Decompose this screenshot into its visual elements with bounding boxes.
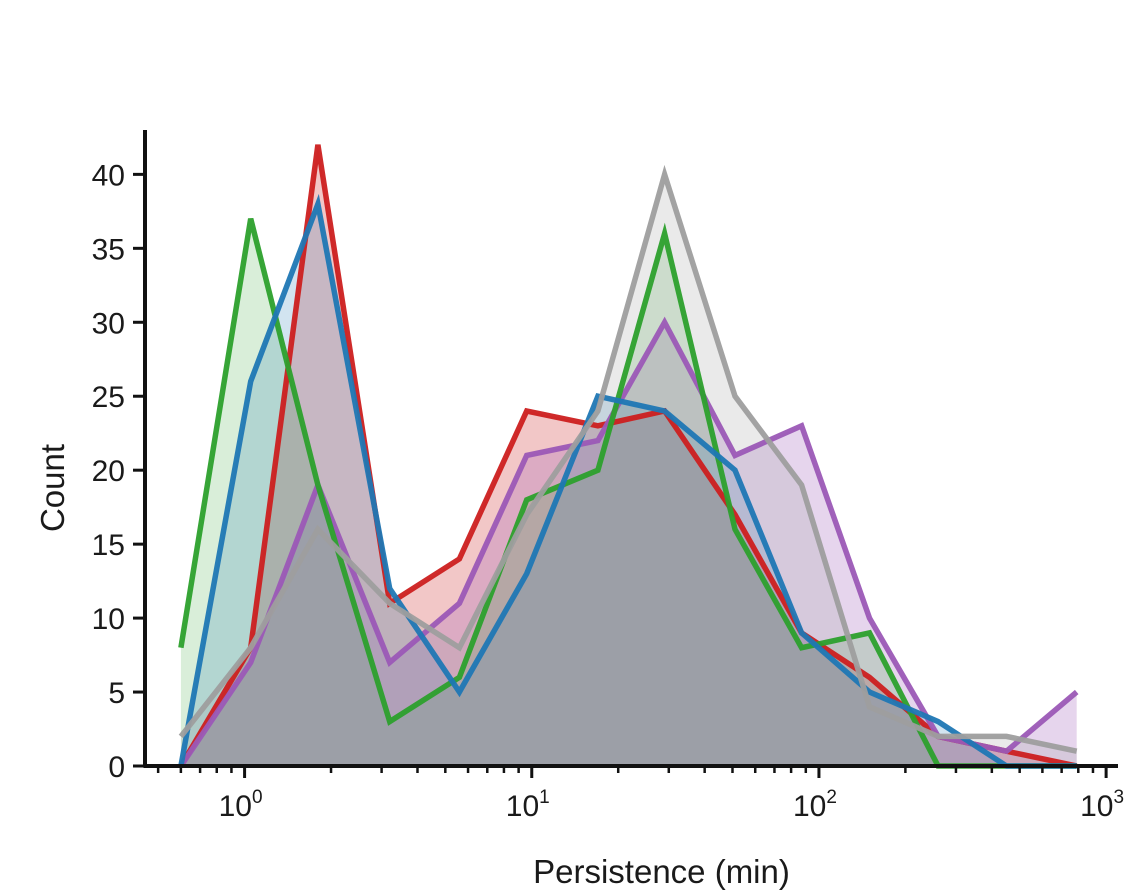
y-tick-label: 5 [108,677,125,710]
series-area-green [180,218,1077,766]
x-axis-title: Persistence (min) [533,853,790,890]
y-axis-title: Count [34,444,71,532]
series-layer [178,144,1079,769]
x-tick-label: 100 [219,787,263,823]
series-line-green [178,218,1077,769]
x-tick-label: 102 [793,787,837,823]
series-line-red [178,144,1078,769]
x-tick-label: 101 [506,787,550,823]
y-tick-label: 35 [92,233,125,266]
y-ticks: 0 5 10 15 20 25 30 35 40 [92,159,145,784]
y-tick-label: 15 [92,529,125,562]
y-tick-label: 10 [92,603,125,636]
series-area-blue [180,204,1077,766]
y-tick-label: 30 [92,307,125,340]
y-tick-label: 0 [108,751,125,784]
y-tick-label: 20 [92,455,125,488]
series-area-gray [180,174,1077,766]
y-tick-label: 40 [92,159,125,192]
y-tick-label: 25 [92,381,125,414]
x-tick-label: 103 [1080,787,1124,823]
series-line-gray [178,164,1078,754]
x-ticks: 100 101 102 103 [156,766,1124,823]
series-line-blue [178,193,1077,769]
